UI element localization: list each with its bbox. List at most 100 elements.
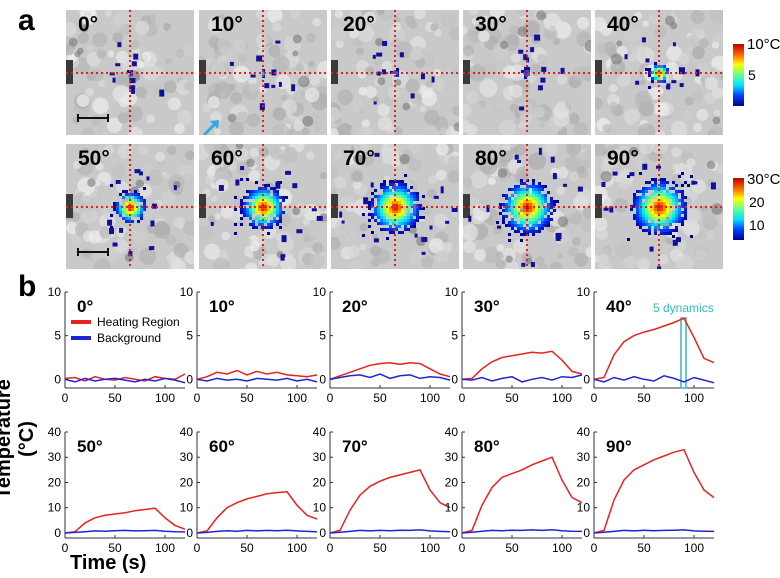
heat-pixel — [660, 208, 663, 211]
heat-pixel — [389, 189, 392, 192]
heat-pixel — [639, 223, 642, 226]
heat-pixel — [270, 211, 273, 214]
heat-pixel — [128, 217, 131, 220]
heat-pixel — [234, 208, 237, 211]
x-tick-label: 100 — [420, 391, 440, 405]
heat-pixel — [380, 186, 383, 189]
heat-pixel — [134, 199, 137, 202]
heat-pixel — [657, 202, 660, 205]
heat-pixel — [401, 198, 404, 201]
angle-label: 40° — [607, 13, 639, 36]
heat-pixel — [505, 209, 508, 212]
heat-pixel — [520, 197, 523, 200]
heat-pixel — [508, 188, 511, 191]
heat-pixel — [380, 204, 383, 207]
heat-pixel — [517, 224, 520, 227]
heat-pixel — [690, 235, 693, 238]
heat-pixel — [639, 202, 642, 205]
heat-pixel — [270, 226, 273, 229]
heat-pixel — [648, 68, 651, 71]
heat-pixel — [422, 207, 425, 210]
heat-pixel — [413, 222, 416, 225]
heat-pixel — [389, 216, 392, 219]
heat-pixel — [645, 199, 648, 202]
heat-pixel — [255, 211, 258, 214]
y-tick-label: 5 — [319, 329, 326, 343]
heat-pixel — [524, 76, 527, 79]
heat-pixel — [395, 204, 398, 207]
heat-pixel — [386, 219, 389, 222]
heat-pixel — [550, 206, 553, 209]
heat-pixel — [544, 224, 547, 227]
heat-pixel — [681, 199, 684, 202]
heat-pixel — [520, 215, 523, 218]
heat-pixel — [131, 208, 134, 211]
heat-pixel — [264, 220, 267, 223]
heat-pixel — [508, 197, 511, 200]
heat-pixel — [660, 196, 663, 199]
heat-pixel — [267, 184, 270, 187]
x-tick-label: 50 — [373, 391, 387, 405]
heat-pixel — [392, 213, 395, 216]
heat-pixel — [416, 198, 419, 201]
y-tick-label: 20 — [180, 475, 194, 489]
heat-pixel — [648, 205, 651, 208]
colorbar-row2-max: 30°C — [747, 171, 780, 188]
heat-pixel — [538, 200, 541, 203]
heat-pixel — [517, 185, 520, 188]
heat-pixel — [657, 190, 660, 193]
heat-pixel — [523, 182, 526, 185]
heat-pixel — [398, 216, 401, 219]
heat-pixel — [669, 229, 672, 232]
heat-pixel — [140, 208, 143, 211]
heat-pixel — [666, 208, 669, 211]
heat-pixel — [119, 208, 122, 211]
arrow-icon — [203, 120, 219, 135]
heat-pixel — [380, 201, 383, 204]
heat-pixel — [663, 184, 666, 187]
thermal-image-tile: 20° — [331, 10, 459, 135]
heat-pixel — [416, 207, 419, 210]
heat-pixel — [383, 204, 386, 207]
heat-pixel — [538, 188, 541, 191]
heat-pixel — [122, 205, 125, 208]
heat-pixel — [137, 211, 140, 214]
heat-pixel — [499, 212, 502, 215]
heat-pixel — [532, 233, 535, 236]
heat-pixel — [538, 224, 541, 227]
heat-pixel — [535, 197, 538, 200]
annotation-label: 5 dynamics — [653, 301, 714, 315]
heat-pixel — [678, 175, 681, 178]
y-tick-label: 0 — [319, 372, 326, 386]
heat-pixel — [684, 196, 687, 199]
heat-pixel — [119, 211, 122, 214]
heat-pixel — [137, 199, 140, 202]
heat-pixel — [386, 207, 389, 210]
heat-pixel — [122, 211, 125, 214]
heat-pixel — [279, 211, 282, 214]
heat-pixel — [396, 68, 399, 71]
heat-pixel — [535, 218, 538, 221]
x-tick-label: 0 — [62, 391, 69, 405]
heat-pixel — [532, 212, 535, 215]
heat-pixel — [380, 198, 383, 201]
heat-pixel — [660, 214, 663, 217]
heat-pixel — [398, 192, 401, 195]
heat-pixel — [404, 195, 407, 198]
heat-pixel — [660, 229, 663, 232]
heat-pixel — [398, 213, 401, 216]
heat-pixel — [255, 217, 258, 220]
heat-pixel — [386, 222, 389, 225]
heat-pixel — [684, 208, 687, 211]
heat-pixel — [119, 193, 122, 196]
heat-pixel — [663, 199, 666, 202]
heat-pixel — [529, 185, 532, 188]
heat-pixel — [633, 217, 636, 220]
heat-pixel — [645, 217, 648, 220]
heat-pixel — [535, 194, 538, 197]
plot-title: 90° — [606, 437, 632, 456]
heat-pixel — [407, 198, 410, 201]
heat-pixel — [636, 208, 639, 211]
heat-pixel — [660, 223, 663, 226]
heat-pixel — [544, 209, 547, 212]
